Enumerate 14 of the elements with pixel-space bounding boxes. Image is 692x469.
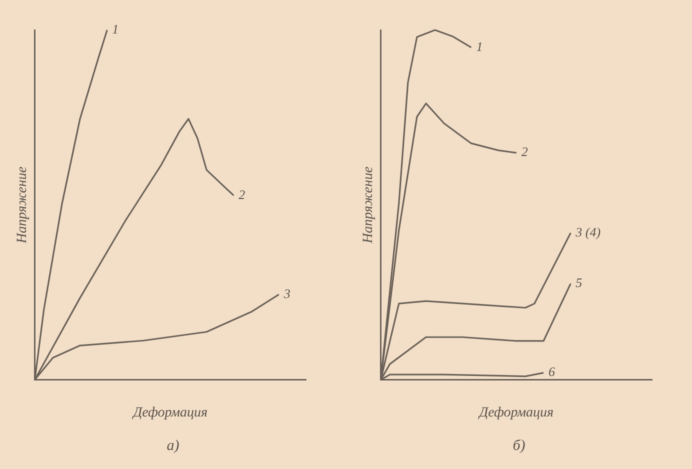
series-label: 6 <box>548 364 556 380</box>
x-axis-title: Деформация <box>477 405 554 420</box>
series-label: 2 <box>238 186 246 202</box>
series-label: 3 (4) <box>574 224 601 240</box>
x-axis-title: Деформация <box>131 405 208 420</box>
series-label: 2 <box>521 144 528 160</box>
series-label: 1 <box>112 21 119 36</box>
series-label: 3 <box>282 286 291 301</box>
y-axis-title: Напряжение <box>361 166 376 244</box>
series-label: 1 <box>476 38 483 54</box>
text: а) <box>166 438 180 455</box>
text: б) <box>512 438 526 455</box>
y-axis-title: Напряжение <box>15 166 30 244</box>
series-label: 5 <box>576 275 583 290</box>
